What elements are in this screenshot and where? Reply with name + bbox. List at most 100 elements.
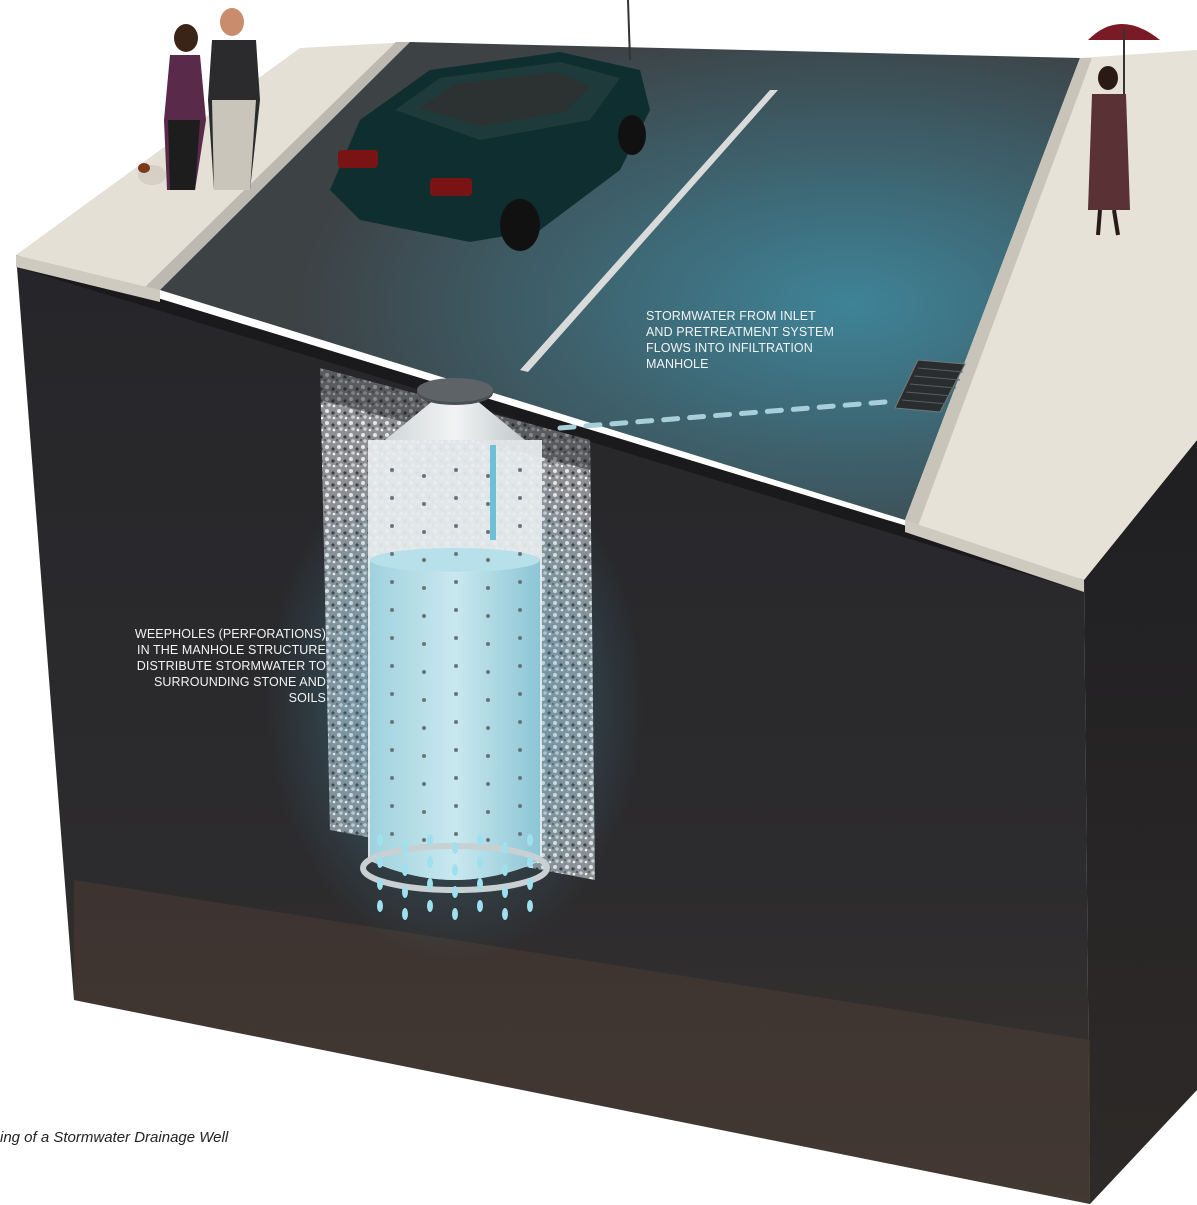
pedestrians-with-dog (138, 8, 260, 190)
annotation-line: DISTRIBUTE STORMWATER TO (136, 659, 326, 673)
weephole-dot (390, 720, 394, 724)
weephole-dot (422, 698, 426, 702)
weephole-dot (454, 552, 458, 556)
pedestrian-with-umbrella (1088, 24, 1160, 236)
drip-dash (452, 886, 458, 898)
weephole-dot (518, 608, 522, 612)
curb-right (905, 58, 1092, 526)
weephole-dot (390, 776, 394, 780)
drip-dash (502, 864, 508, 876)
weephole-perforations (390, 468, 522, 842)
weephole-dot (390, 468, 394, 472)
drip-dash (452, 842, 458, 854)
weephole-dot (390, 636, 394, 640)
drip-dash (377, 834, 383, 846)
drip-dash (402, 886, 408, 898)
weephole-dot (518, 468, 522, 472)
pavement-edge (16, 255, 1084, 592)
drip-dash (427, 900, 433, 912)
drip-dash (427, 834, 433, 846)
weephole-dot (390, 580, 394, 584)
infiltration-manhole (360, 378, 550, 893)
drip-dash (527, 834, 533, 846)
weephole-dot (422, 474, 426, 478)
weephole-dot (422, 558, 426, 562)
weephole-dot (518, 580, 522, 584)
weephole-dot (422, 642, 426, 646)
drip-dash (527, 878, 533, 890)
weephole-dot (486, 502, 490, 506)
drip-dash (477, 834, 483, 846)
weephole-dot (422, 838, 426, 842)
weephole-dot (486, 698, 490, 702)
drip-dash (502, 908, 508, 920)
drip-dash (477, 878, 483, 890)
weephole-dot (518, 776, 522, 780)
inlet-pipe-dashed (557, 399, 888, 431)
weephole-dot (486, 810, 490, 814)
weephole-dot (422, 810, 426, 814)
weephole-dot (422, 782, 426, 786)
drip-dash (377, 900, 383, 912)
drip-dash (477, 856, 483, 868)
weephole-dot (486, 726, 490, 730)
weephole-dot (454, 776, 458, 780)
grate-bars (901, 367, 964, 405)
sidewalk-edge-front-right (905, 520, 1084, 592)
weephole-dot (454, 636, 458, 640)
parking-stripe (520, 90, 778, 372)
drip-dash (527, 856, 533, 868)
drip-dash (402, 864, 408, 876)
inlet-flow-annotation: STORMWATER FROM INLET AND PRETREATMENT S… (646, 308, 834, 372)
weephole-dot (518, 748, 522, 752)
weephole-dot (454, 692, 458, 696)
weephole-dot (518, 832, 522, 836)
weephole-dot (454, 804, 458, 808)
drip-dash (402, 908, 408, 920)
weephole-dot (454, 524, 458, 528)
weephole-dot (390, 496, 394, 500)
soil-bottom-layer (74, 880, 1090, 1204)
weephole-dot (454, 664, 458, 668)
figure-caption: ing of a Stormwater Drainage Well (0, 1129, 229, 1146)
weephole-dot (422, 614, 426, 618)
weephole-dot (422, 754, 426, 758)
drip-dash (527, 900, 533, 912)
weephole-dot (454, 468, 458, 472)
soil-right-face (1084, 440, 1197, 1204)
weephole-dot (486, 754, 490, 758)
weephole-dot (390, 692, 394, 696)
weephole-dot (422, 726, 426, 730)
annotation-line: SOILS (288, 691, 326, 705)
weephole-dot (518, 692, 522, 696)
annotation-line: AND PRETREATMENT SYSTEM (646, 325, 834, 339)
weephole-dot (518, 720, 522, 724)
weephole-dot (390, 832, 394, 836)
annotation-line: IN THE MANHOLE STRUCTURE (137, 643, 326, 657)
weephole-dot (486, 782, 490, 786)
weephole-dot (454, 608, 458, 612)
weephole-dot (518, 804, 522, 808)
drip-dash (502, 886, 508, 898)
weephole-dot (390, 524, 394, 528)
annotation-line: STORMWATER FROM INLET (646, 309, 816, 323)
weephole-dot (390, 552, 394, 556)
annotation-line: MANHOLE (646, 357, 709, 371)
weephole-dot (422, 530, 426, 534)
weephole-dot (486, 474, 490, 478)
drip-dash (402, 842, 408, 854)
sidewalk-edge-front-left (16, 255, 160, 302)
annotation-line: FLOWS INTO INFILTRATION (646, 341, 813, 355)
weepholes-annotation: WEEPHOLES (PERFORATIONS) IN THE MANHOLE … (116, 626, 326, 706)
weephole-dot (454, 748, 458, 752)
weephole-dot (486, 642, 490, 646)
parked-car (330, 0, 650, 251)
weephole-dot (518, 664, 522, 668)
weephole-dot (518, 524, 522, 528)
weephole-dot (390, 608, 394, 612)
drip-dash (452, 908, 458, 920)
weephole-dot (422, 670, 426, 674)
drip-dash (502, 842, 508, 854)
weephole-dot (454, 496, 458, 500)
